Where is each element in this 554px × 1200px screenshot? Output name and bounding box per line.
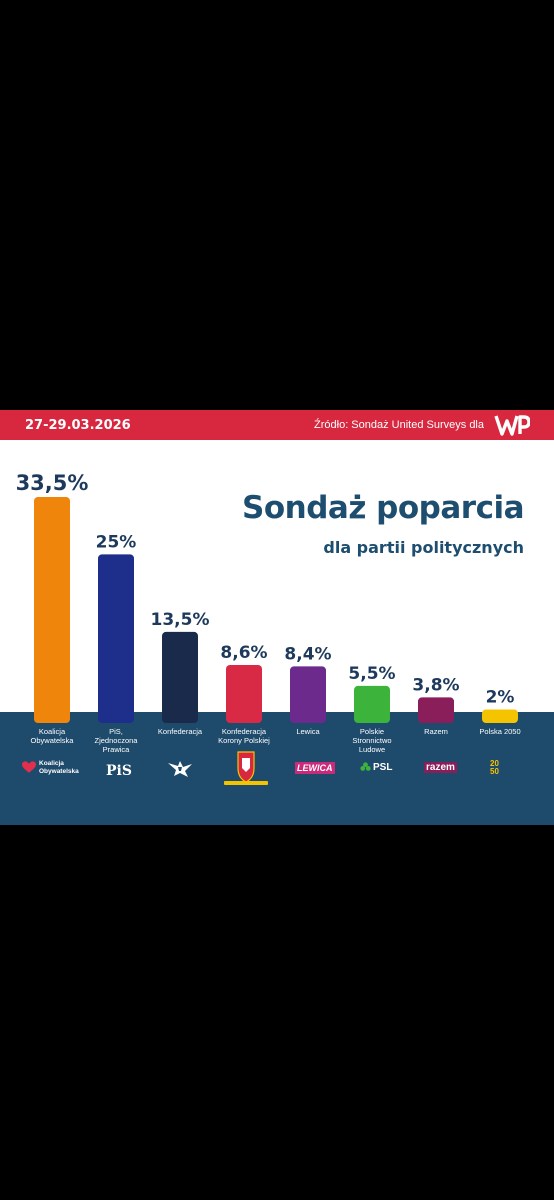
clover-icon xyxy=(360,762,371,771)
korona-logo xyxy=(222,750,270,786)
bar-6 xyxy=(418,697,454,723)
category-label-3-1: Korony Polskiej xyxy=(218,736,270,745)
poll-card: 27-29.03.2026 Źródło: Sondaż United Surv… xyxy=(0,410,554,825)
value-label-1: 25% xyxy=(96,532,137,552)
pis-logo-text: PiS xyxy=(106,763,132,779)
bar-0 xyxy=(34,497,70,723)
bar-4 xyxy=(290,666,326,723)
pis-logo: PiS xyxy=(104,760,134,782)
bar-5 xyxy=(354,685,390,723)
value-label-4: 8,4% xyxy=(284,644,331,664)
bar-7 xyxy=(482,709,518,723)
polska2050-logo: 20 50 xyxy=(490,756,516,782)
value-label-3: 8,6% xyxy=(220,643,267,663)
source-text: Źródło: Sondaż United Surveys dla xyxy=(314,419,484,431)
razem-logo: razem xyxy=(422,760,462,776)
category-label-5-1: Stronnictwo xyxy=(352,736,391,745)
wp-logo-icon xyxy=(494,415,530,436)
ko-logo: Koalicja Obywatelska xyxy=(22,759,84,779)
category-label-0-1: Obywatelska xyxy=(31,736,75,745)
bottom-band xyxy=(0,712,554,825)
lewica-logo: LEWICA xyxy=(293,760,335,776)
bar-2 xyxy=(162,631,198,723)
category-label-3-0: Konfederacja xyxy=(222,727,267,736)
category-label-6-0: Razem xyxy=(424,727,448,736)
shield-crest-icon xyxy=(224,751,268,785)
razem-logo-text: razem xyxy=(424,762,457,773)
ko-logo-line2: Obywatelska xyxy=(39,768,79,775)
bar-1 xyxy=(98,554,134,723)
psl-logo: PSL xyxy=(360,760,400,776)
psl-logo-text: PSL xyxy=(373,762,393,773)
category-label-2-0: Konfederacja xyxy=(158,727,203,736)
chart-title: Sondaż poparcia xyxy=(242,490,524,526)
heart-icon xyxy=(22,761,36,773)
konfederacja-logo xyxy=(166,757,194,779)
category-label-1-2: Prawica xyxy=(103,745,131,754)
category-label-5-0: Polskie xyxy=(360,727,384,736)
chart-subtitle: dla partii politycznych xyxy=(323,538,524,557)
category-label-1-0: PiS, xyxy=(109,727,123,736)
poll-date: 27-29.03.2026 xyxy=(25,418,131,433)
value-label-5: 5,5% xyxy=(348,664,395,684)
eagle-icon xyxy=(168,761,192,777)
ko-logo-line1: Koalicja xyxy=(39,760,64,767)
value-label-7: 2% xyxy=(486,688,515,708)
category-label-4-0: Lewica xyxy=(296,727,320,736)
category-label-7-0: Polska 2050 xyxy=(479,727,520,736)
value-label-0: 33,5% xyxy=(16,471,89,495)
category-label-0-0: Koalicja xyxy=(39,727,66,736)
header-bar: 27-29.03.2026 Źródło: Sondaż United Surv… xyxy=(0,410,554,440)
category-label-1-1: Zjednoczona xyxy=(95,736,139,745)
lewica-logo-text: LEWICA xyxy=(295,762,335,774)
value-label-2: 13,5% xyxy=(151,610,210,630)
category-label-5-2: Ludowe xyxy=(359,745,385,754)
value-label-6: 3,8% xyxy=(412,675,459,695)
bar-3 xyxy=(226,664,262,723)
polska2050-logo-text: 20 50 xyxy=(490,759,499,776)
